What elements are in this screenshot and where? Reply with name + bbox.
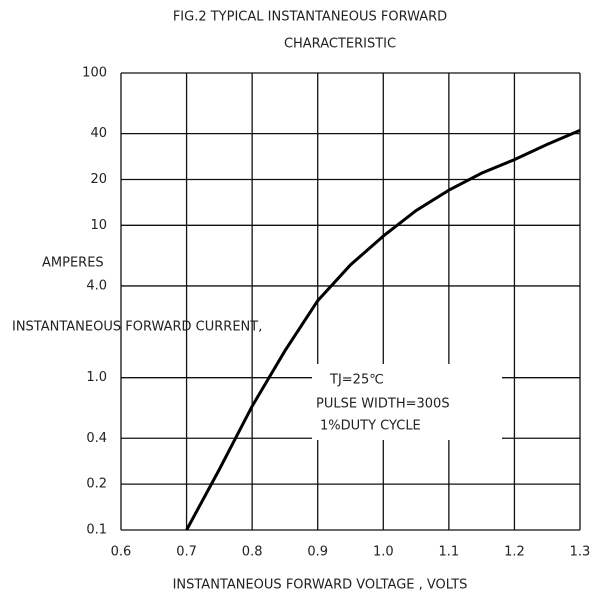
data-line [185, 129, 581, 531]
x-tick-label: 1.0 [373, 545, 394, 560]
y-tick-label: 20 [90, 172, 107, 187]
y-tick-label: 0.1 [86, 523, 107, 538]
y-tick-label: 4.0 [86, 278, 107, 293]
y-axis-label: INSTANTANEOUS FORWARD CURRENT, [12, 320, 262, 335]
x-tick-label: 0.7 [176, 545, 197, 560]
annotation-box [312, 364, 502, 440]
x-tick-label: 0.8 [242, 545, 263, 560]
y-tick-label: 0.4 [86, 431, 107, 446]
x-tick-label: 1.1 [439, 545, 460, 560]
x-tick-label: 1.2 [504, 545, 525, 560]
annotation: TJ=25℃ [329, 373, 384, 388]
x-axis-label: INSTANTANEOUS FORWARD VOLTAGE , VOLTS [173, 578, 468, 593]
chart-title: FIG.2 TYPICAL INSTANTANEOUS FORWARD [173, 10, 447, 25]
annotation: 1%DUTY CYCLE [320, 419, 421, 434]
y-tick-label: 0.2 [86, 477, 107, 492]
x-tick-label: 0.9 [307, 545, 328, 560]
y-axis-label: AMPERES [42, 256, 104, 271]
x-tick-label: 0.6 [111, 545, 132, 560]
y-tick-label: 100 [82, 66, 107, 81]
x-tick-label: 1.3 [570, 545, 591, 560]
y-tick-label: 40 [90, 126, 107, 141]
y-tick-label: 10 [90, 218, 107, 233]
y-tick-label: 1.0 [86, 370, 107, 385]
annotation: PULSE WIDTH=300S [316, 397, 450, 412]
chart-title: CHARACTERISTIC [284, 37, 396, 52]
